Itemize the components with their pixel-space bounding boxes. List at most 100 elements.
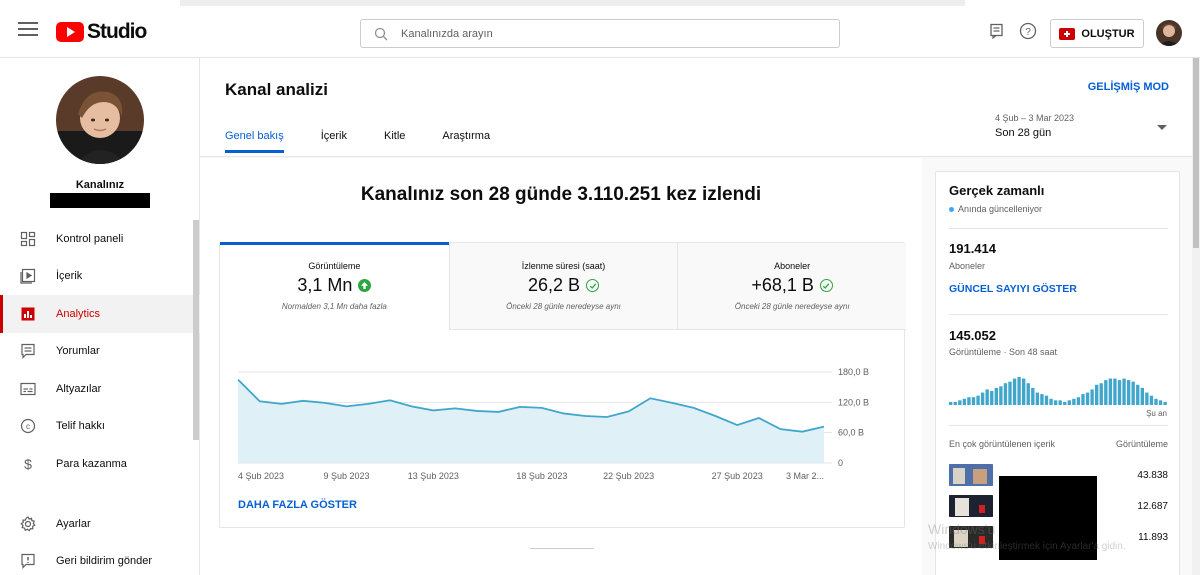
hourly-bar[interactable]	[971, 397, 976, 405]
hourly-bar[interactable]	[1158, 400, 1163, 405]
comments-icon	[20, 343, 36, 360]
hourly-bar[interactable]	[1072, 398, 1076, 405]
hourly-bar[interactable]	[1076, 397, 1081, 405]
hourly-bar[interactable]	[985, 389, 989, 405]
sidebar-item-copyright[interactable]: c Telif hakkı	[0, 408, 200, 446]
hourly-bar[interactable]	[1085, 392, 1090, 405]
hourly-bar[interactable]	[1113, 378, 1117, 405]
hourly-bar[interactable]	[1136, 384, 1140, 405]
sidebar-item-label: Altyazılar	[56, 382, 102, 395]
hourly-bar[interactable]	[976, 395, 980, 405]
hourly-bar[interactable]	[953, 401, 957, 405]
sidebar-item-feedback[interactable]: Geri bildirim gönder	[0, 543, 200, 575]
top-content-row[interactable]: 11.893	[949, 524, 1168, 550]
hourly-bar[interactable]	[1017, 377, 1021, 405]
svg-text:c: c	[26, 422, 30, 431]
hourly-bar[interactable]	[994, 387, 998, 405]
messages-icon[interactable]	[988, 22, 1006, 40]
hourly-bar[interactable]	[1067, 400, 1071, 405]
hourly-bar[interactable]	[1022, 378, 1026, 405]
hourly-bar[interactable]	[1026, 383, 1030, 405]
menu-icon[interactable]	[18, 22, 38, 36]
hourly-bar[interactable]	[1003, 383, 1008, 405]
tab-research[interactable]: Araştırma	[442, 130, 491, 142]
hourly-bar[interactable]	[1145, 392, 1149, 405]
hourly-bar[interactable]	[1154, 398, 1158, 405]
sidebar-item-subtitles[interactable]: Altyazılar	[0, 370, 200, 408]
hourly-bar[interactable]	[1099, 383, 1103, 405]
advanced-mode-button[interactable]: GELİŞMİŞ MOD	[1087, 81, 1169, 93]
hourly-bar[interactable]	[958, 400, 962, 405]
hourly-bar[interactable]	[1095, 384, 1099, 405]
redacted-channel-name	[50, 193, 150, 208]
sidebar: Kanalınız Kontrol paneli İçerik Analytic…	[0, 58, 200, 575]
sidebar-item-dashboard[interactable]: Kontrol paneli	[0, 220, 200, 258]
hourly-bar[interactable]	[1104, 380, 1108, 405]
top-content-row[interactable]: 43.838	[949, 462, 1168, 488]
hourly-bar[interactable]	[1008, 381, 1012, 405]
sidebar-item-analytics[interactable]: Analytics	[0, 295, 200, 333]
hourly-bar[interactable]	[949, 401, 953, 405]
hourly-bar[interactable]	[962, 398, 967, 405]
top-content-row[interactable]: 12.687	[949, 493, 1168, 519]
page-scrollbar-thumb[interactable]	[1193, 58, 1199, 248]
tab-bar: Genel bakış İçerik Kitle Araştırma	[225, 130, 527, 153]
redacted-video-titles	[999, 476, 1097, 560]
series-area	[238, 379, 824, 463]
metric-views[interactable]: Görüntüleme 3,1 Mn Normalden 3,1 Mn daha…	[220, 242, 449, 330]
hourly-bar[interactable]	[1058, 400, 1062, 405]
hourly-bar[interactable]	[1031, 387, 1035, 405]
hourly-bar[interactable]	[1081, 394, 1085, 405]
hourly-bar[interactable]	[1053, 400, 1058, 405]
hourly-bar[interactable]	[1035, 392, 1040, 405]
hourly-bar[interactable]	[1090, 389, 1094, 405]
hourly-bar[interactable]	[1126, 380, 1131, 405]
analytics-icon	[20, 306, 36, 322]
channel-avatar[interactable]	[56, 76, 144, 164]
hourly-bar[interactable]	[999, 386, 1003, 405]
hourly-bar[interactable]	[1108, 378, 1113, 405]
divider	[530, 548, 594, 549]
date-range-selector[interactable]: 4 Şub – 3 Mar 2023 Son 28 gün	[995, 113, 1170, 145]
hourly-bar[interactable]	[1040, 394, 1044, 405]
hourly-bar[interactable]	[1163, 401, 1167, 405]
metric-title: Aboneler	[774, 261, 811, 271]
tab-content[interactable]: İçerik	[320, 130, 347, 142]
sidebar-item-monetization[interactable]: $ Para kazanma	[0, 445, 200, 483]
hourly-bar[interactable]	[1131, 381, 1135, 405]
metric-watch-time[interactable]: İzlenme süresi (saat) 26,2 B Önceki 28 g…	[448, 243, 678, 330]
search-input[interactable]	[401, 27, 821, 40]
hourly-bar[interactable]	[967, 397, 971, 405]
studio-logo[interactable]: Studio	[56, 20, 147, 44]
hourly-bar[interactable]	[1117, 380, 1122, 405]
show-more-button[interactable]: DAHA FAZLA GÖSTER	[238, 499, 357, 511]
hourly-bar[interactable]	[1140, 387, 1144, 405]
sidebar-scrollbar[interactable]	[193, 220, 199, 440]
show-live-count-button[interactable]: GÜNCEL SAYIYI GÖSTER	[949, 283, 1077, 295]
sidebar-item-comments[interactable]: Yorumlar	[0, 333, 200, 371]
tab-overview[interactable]: Genel bakış	[225, 130, 284, 153]
hourly-bar[interactable]	[990, 391, 994, 405]
create-video-icon	[1059, 27, 1076, 40]
hourly-bar[interactable]	[1049, 398, 1053, 405]
hourly-bar[interactable]	[1044, 395, 1049, 405]
search-icon[interactable]	[361, 20, 401, 48]
x-tick-label: 9 Şub 2023	[323, 471, 369, 481]
tab-audience[interactable]: Kitle	[383, 130, 406, 142]
hourly-bar[interactable]	[1122, 378, 1126, 405]
create-button[interactable]: OLUŞTUR	[1050, 19, 1144, 48]
hourly-bar[interactable]	[1012, 378, 1017, 405]
metric-subscribers[interactable]: Aboneler +68,1 B Önceki 28 günle neredey…	[677, 243, 907, 330]
series-line[interactable]	[237, 378, 825, 433]
help-icon[interactable]: ?	[1019, 22, 1037, 40]
sidebar-item-settings[interactable]: Ayarlar	[0, 505, 200, 543]
hourly-bar[interactable]	[1149, 395, 1154, 405]
hourly-bar[interactable]	[1063, 401, 1067, 405]
account-avatar[interactable]	[1156, 20, 1182, 46]
page-header: Kanal analizi GELİŞMİŞ MOD Genel bakış İ…	[200, 58, 1192, 157]
search-box[interactable]	[360, 19, 840, 48]
sidebar-item-content[interactable]: İçerik	[0, 258, 200, 296]
page-scrollbar[interactable]	[1192, 58, 1200, 575]
hourly-bar[interactable]	[980, 392, 985, 405]
subtitles-icon	[20, 381, 36, 397]
